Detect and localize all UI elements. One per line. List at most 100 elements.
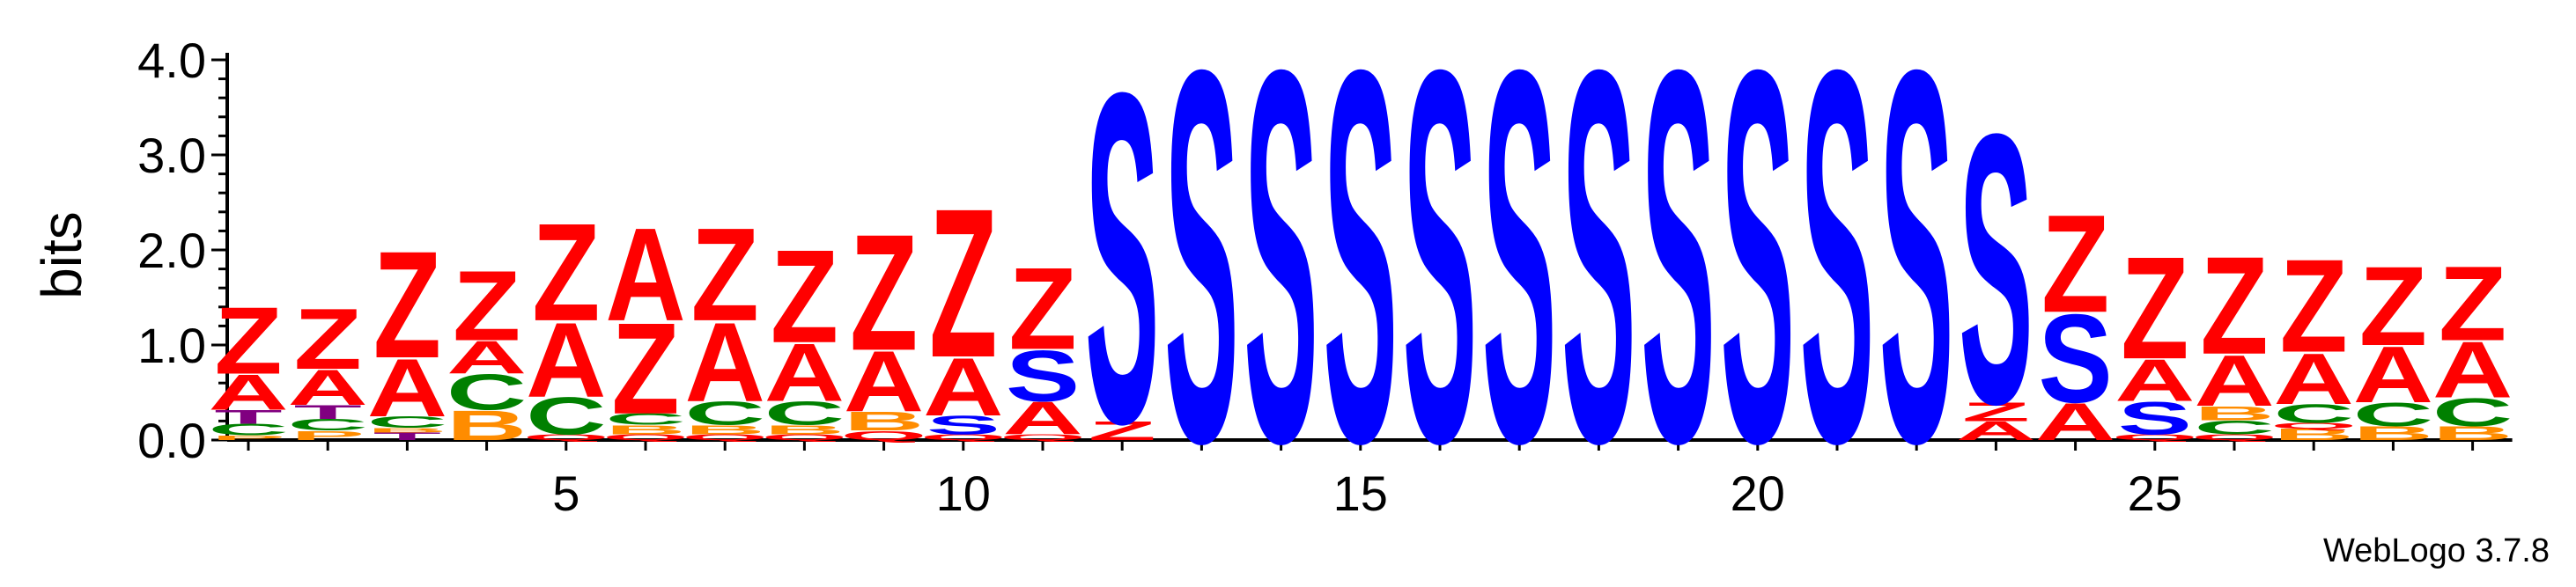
logo-letter-B: B	[605, 422, 685, 437]
logo-letter-Z: Z	[2439, 245, 2506, 363]
logo-letter-Z: Z	[611, 297, 679, 442]
logo-letter-C: C	[685, 395, 765, 432]
logo-letter-A: A	[605, 201, 685, 349]
logo-letter-Q: Q	[682, 433, 768, 442]
logo-letter-Q: Q	[2270, 422, 2357, 430]
logo-letter-S: S	[1403, 0, 1477, 554]
logo-letter-S: S	[1244, 0, 1318, 554]
logo-letter-Q: Q	[761, 433, 847, 442]
logo-letter-C: C	[447, 363, 527, 420]
logo-letter-B: B	[2353, 422, 2433, 444]
logo-letter-A: A	[923, 341, 1003, 433]
logo-letter-T: T	[294, 401, 362, 423]
y-axis-label: bits	[30, 211, 93, 299]
logo-letter-P: P	[291, 428, 365, 443]
logo-letter-S: S	[2118, 393, 2192, 444]
logo-letter-B: B	[2194, 402, 2274, 424]
logo-letter-A: A	[447, 331, 527, 383]
logo-letter-A: A	[1002, 393, 1082, 444]
logo-letter-C: C	[2194, 416, 2274, 438]
logo-letter-S: S	[1641, 0, 1715, 554]
logo-letter-Z: Z	[1008, 245, 1076, 374]
weblogo-version-label: WebLogo 3.7.8	[2323, 532, 2550, 569]
logo-letter-Z: Z	[2280, 232, 2348, 380]
x-tick-label: 15	[1333, 466, 1388, 521]
logo-letter-Q: Q	[2112, 433, 2198, 442]
logo-letter-Z: Z	[771, 223, 838, 371]
logo-letter-Q: Q	[1000, 433, 1086, 442]
x-tick-label: 20	[1731, 466, 1785, 521]
logo-letter-C: C	[526, 386, 606, 446]
logo-letter-B: B	[844, 407, 924, 436]
logo-letter-A: A	[844, 334, 924, 429]
logo-letter-S: S	[1085, 0, 1159, 522]
logo-letter-C: C	[2432, 390, 2513, 435]
logo-letter-A: A	[208, 363, 288, 420]
x-tick-label: 5	[552, 466, 579, 521]
logo-letter-S: S	[926, 411, 1000, 440]
logo-letter-Z: Z	[929, 165, 997, 401]
logo-letter-B: B	[2432, 422, 2513, 444]
logo-letter-Z: Z	[2041, 187, 2109, 342]
logo-letter-Q: Q	[2191, 433, 2277, 442]
logo-letter-B: B	[685, 422, 765, 437]
logo-letter-Z: Z	[214, 287, 282, 394]
logo-letter-S: S	[1006, 334, 1080, 416]
logo-letter-Q: Q	[523, 433, 609, 442]
logo-letter-T: T	[373, 430, 441, 442]
logo-letter-Z: Z	[1962, 397, 2030, 426]
logo-letter-Z: Z	[1089, 416, 1156, 445]
logo-letter-A: A	[764, 327, 845, 419]
y-tick-label: 3.0	[137, 128, 206, 183]
logo-letter-A: A	[2274, 338, 2354, 420]
logo-letter-S: S	[1879, 0, 1953, 554]
logo-letter-Z: Z	[532, 194, 600, 350]
y-tick-label: 1.0	[137, 318, 206, 373]
logo-letter-S: S	[1959, 55, 2033, 485]
y-axis: 0.0 1.0 2.0 3.0 4.0	[137, 33, 229, 468]
logo-letter-Q: Q	[920, 433, 1007, 442]
logo-letter-A: A	[288, 359, 368, 415]
logo-letter-A: A	[2194, 340, 2274, 422]
logo-letter-C: C	[764, 395, 845, 432]
x-axis: 5 10 15 20 25	[227, 438, 2513, 521]
logo-letters: PCTAZPCTAZTBCAZBCAZQCAZQBCZAQBCAZQBCAZQB…	[208, 0, 2513, 554]
y-tick-label: 2.0	[137, 223, 206, 278]
logo-letter-B: B	[2274, 426, 2354, 444]
y-tick-label: 0.0	[137, 413, 206, 468]
logo-letter-Z: Z	[691, 201, 759, 349]
logo-letter-S: S	[1561, 0, 1635, 554]
logo-letter-A: A	[2035, 392, 2115, 451]
logo-letter-A: A	[2115, 347, 2195, 414]
logo-letter-Z: Z	[373, 221, 441, 391]
logo-letter-A: A	[367, 341, 447, 434]
logo-letter-S: S	[1324, 0, 1398, 554]
x-tick-label: 10	[936, 466, 991, 521]
logo-letter-Z: Z	[850, 201, 918, 385]
logo-letter-B: B	[447, 402, 527, 450]
logo-letter-A: A	[2432, 326, 2513, 415]
logo-letter-Q: Q	[840, 428, 926, 443]
logo-letter-Z: Z	[2359, 243, 2427, 369]
logo-letter-C: C	[605, 410, 685, 428]
logo-letter-S: S	[1800, 0, 1874, 554]
logo-letter-Q: Q	[602, 433, 689, 442]
logo-letter-Z: Z	[2200, 228, 2268, 384]
y-tick-label: 4.0	[137, 33, 206, 88]
logo-letter-Z: Z	[2121, 227, 2188, 391]
x-tick-label: 25	[2128, 466, 2182, 521]
logo-letter-A: A	[685, 299, 765, 425]
logo-letter-C: C	[2353, 396, 2433, 433]
logo-letter-S: S	[1721, 0, 1795, 554]
logo-letter-S: S	[1482, 0, 1556, 554]
logo-letter-A: A	[526, 301, 606, 420]
logo-letter-C: C	[208, 421, 288, 438]
logo-letter-S: S	[2038, 288, 2112, 429]
logo-letter-C: C	[288, 416, 368, 434]
logo-letter-A: A	[2353, 330, 2433, 419]
logo-letter-B: B	[367, 427, 447, 434]
logo-letter-P: P	[211, 434, 285, 441]
logo-letter-C: C	[2274, 400, 2354, 429]
logo-letter-T: T	[214, 406, 282, 428]
